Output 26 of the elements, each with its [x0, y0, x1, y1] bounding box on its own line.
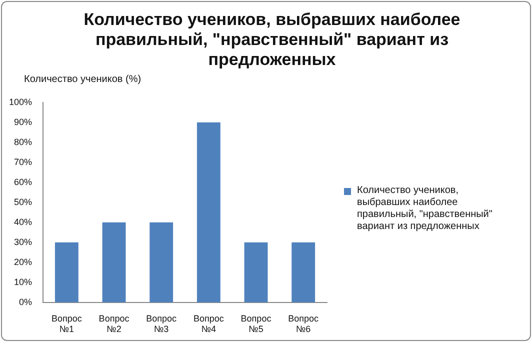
y-tick-label: 90% [14, 116, 32, 127]
bar [54, 242, 78, 302]
x-tick-label: Вопрос №4 [193, 313, 224, 334]
x-tick-label: Вопрос №1 [51, 313, 82, 334]
y-tick-label: 50% [14, 196, 32, 207]
y-tick-label: 0% [19, 296, 32, 307]
y-tick-label: 40% [14, 216, 32, 227]
y-tick-label: 60% [14, 176, 32, 187]
x-tick-label: Вопрос №3 [146, 313, 178, 334]
x-tick-label: Вопрос №5 [240, 313, 272, 334]
bar [102, 222, 126, 302]
chart-title: Количество учеников, выбравших наиболее правильный, "нравственный" вариант из предложенных [82, 10, 462, 70]
y-tick-label: 100% [8, 96, 32, 107]
y-tick-label: 20% [14, 256, 32, 267]
y-tick-label: 70% [14, 156, 32, 167]
bar [196, 122, 220, 302]
y-tick-label: 10% [14, 276, 32, 287]
legend-label: Количество учеников, выбравших наиболее правильный, "нравственный" вариант из предложенных [357, 185, 494, 233]
y-axis-title: Количество учеников (%) [24, 74, 142, 85]
bar [292, 242, 316, 302]
bar [150, 222, 174, 302]
x-tick-label: Вопрос №6 [288, 313, 320, 334]
x-tick-label: Вопрос №2 [98, 313, 130, 334]
bar [244, 242, 268, 302]
y-tick-label: 80% [14, 136, 32, 147]
y-tick-label: 30% [14, 236, 32, 247]
